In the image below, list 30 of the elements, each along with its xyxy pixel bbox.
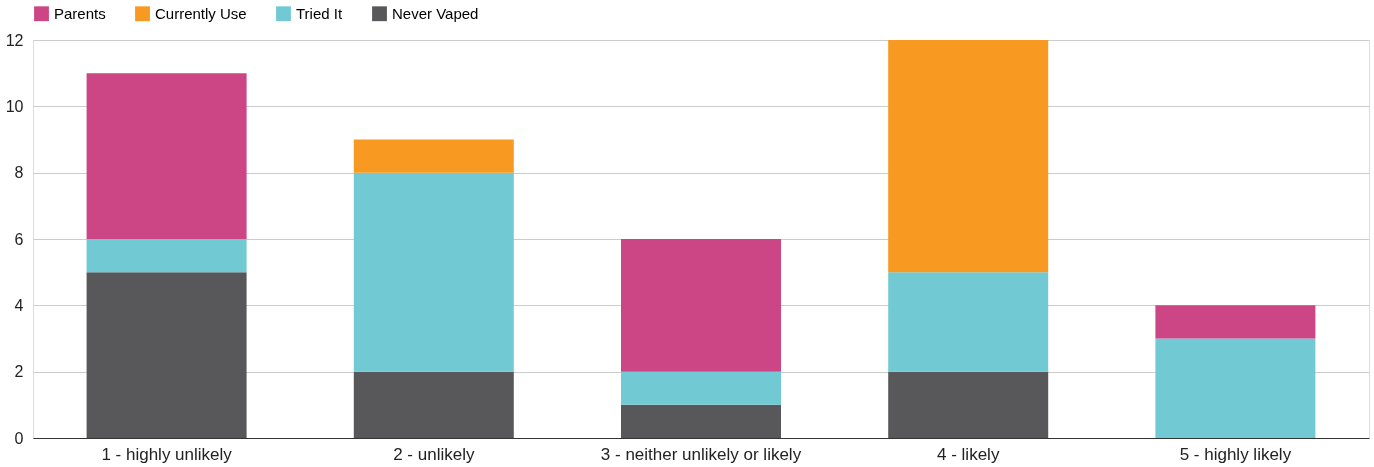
y-tick-label: 8	[14, 164, 24, 182]
bar	[353, 172, 514, 372]
bar	[86, 73, 247, 239]
bar	[353, 139, 514, 173]
bar	[621, 371, 781, 405]
y-tick-label: 10	[5, 97, 24, 115]
bar	[621, 404, 781, 438]
bar	[1155, 305, 1316, 339]
bar	[888, 272, 1049, 372]
bar	[621, 239, 781, 372]
x-tick-label: 4 - likely	[937, 444, 1000, 464]
bar	[353, 371, 514, 438]
y-tick-label: 2	[14, 363, 24, 381]
x-tick-label: 2 - unlikely	[393, 444, 475, 464]
y-tick-label: 6	[14, 230, 24, 248]
legend-label: Currently Use	[155, 4, 247, 22]
y-tick-label: 4	[14, 296, 24, 314]
x-tick-label: 3 - neither unlikely or likely	[600, 444, 802, 464]
bar	[1155, 338, 1316, 438]
bar	[888, 371, 1049, 438]
y-tick-label: 12	[5, 31, 24, 49]
bar	[888, 40, 1049, 273]
legend-label: Tried It	[296, 4, 343, 22]
bar	[86, 272, 247, 438]
legend-label: Parents	[54, 4, 106, 22]
bar	[86, 239, 247, 273]
legend-label: Never Vaped	[392, 4, 479, 22]
x-tick-label: 1 - highly unlikely	[101, 444, 233, 464]
x-tick-label: 5 - highly likely	[1179, 444, 1292, 464]
y-tick-label: 0	[14, 429, 24, 447]
